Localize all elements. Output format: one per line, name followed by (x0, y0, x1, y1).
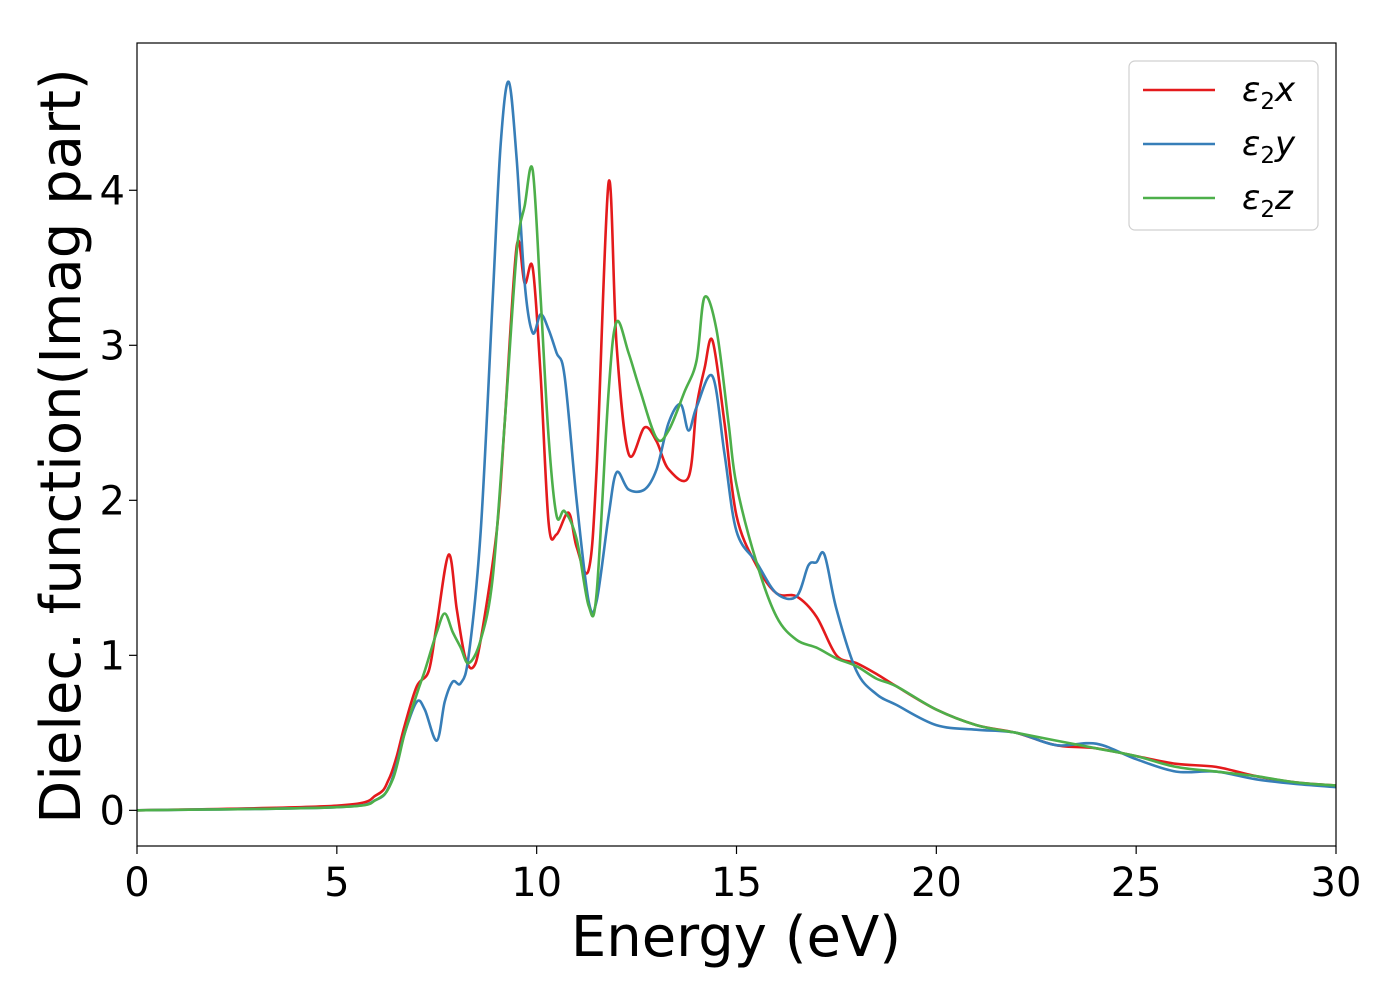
x-tick-label: 15 (711, 860, 762, 906)
y-tick-label: 2 (100, 478, 125, 524)
y-axis-label: Dielec. function(Imag part) (29, 68, 94, 824)
y-tick-label: 0 (100, 788, 125, 834)
x-tick-label: 5 (324, 860, 349, 906)
y-tick-label: 1 (100, 633, 125, 679)
y-axis-ticks: 0 1 2 3 4 (100, 168, 137, 834)
x-tick-label: 20 (911, 860, 962, 906)
x-axis-label: Energy (eV) (571, 905, 901, 970)
legend-label: ε2y (1242, 124, 1296, 169)
series-line-y (137, 80, 1336, 812)
x-tick-label: 30 (1311, 860, 1362, 906)
y-tick-label: 4 (100, 168, 125, 214)
x-axis-ticks: 0 5 10 15 20 25 30 (124, 846, 1361, 906)
series-line-z (137, 165, 1336, 812)
legend-label: ε2x (1242, 70, 1296, 115)
x-tick-label: 0 (124, 860, 149, 906)
x-tick-label: 10 (511, 860, 562, 906)
legend-box (1128, 60, 1319, 231)
legend-label: ε2z (1242, 178, 1294, 223)
series-lines (137, 80, 1336, 812)
y-tick-label: 3 (100, 323, 125, 369)
x-tick-label: 25 (1111, 860, 1162, 906)
legend: ε2x ε2y ε2z (1128, 60, 1319, 231)
